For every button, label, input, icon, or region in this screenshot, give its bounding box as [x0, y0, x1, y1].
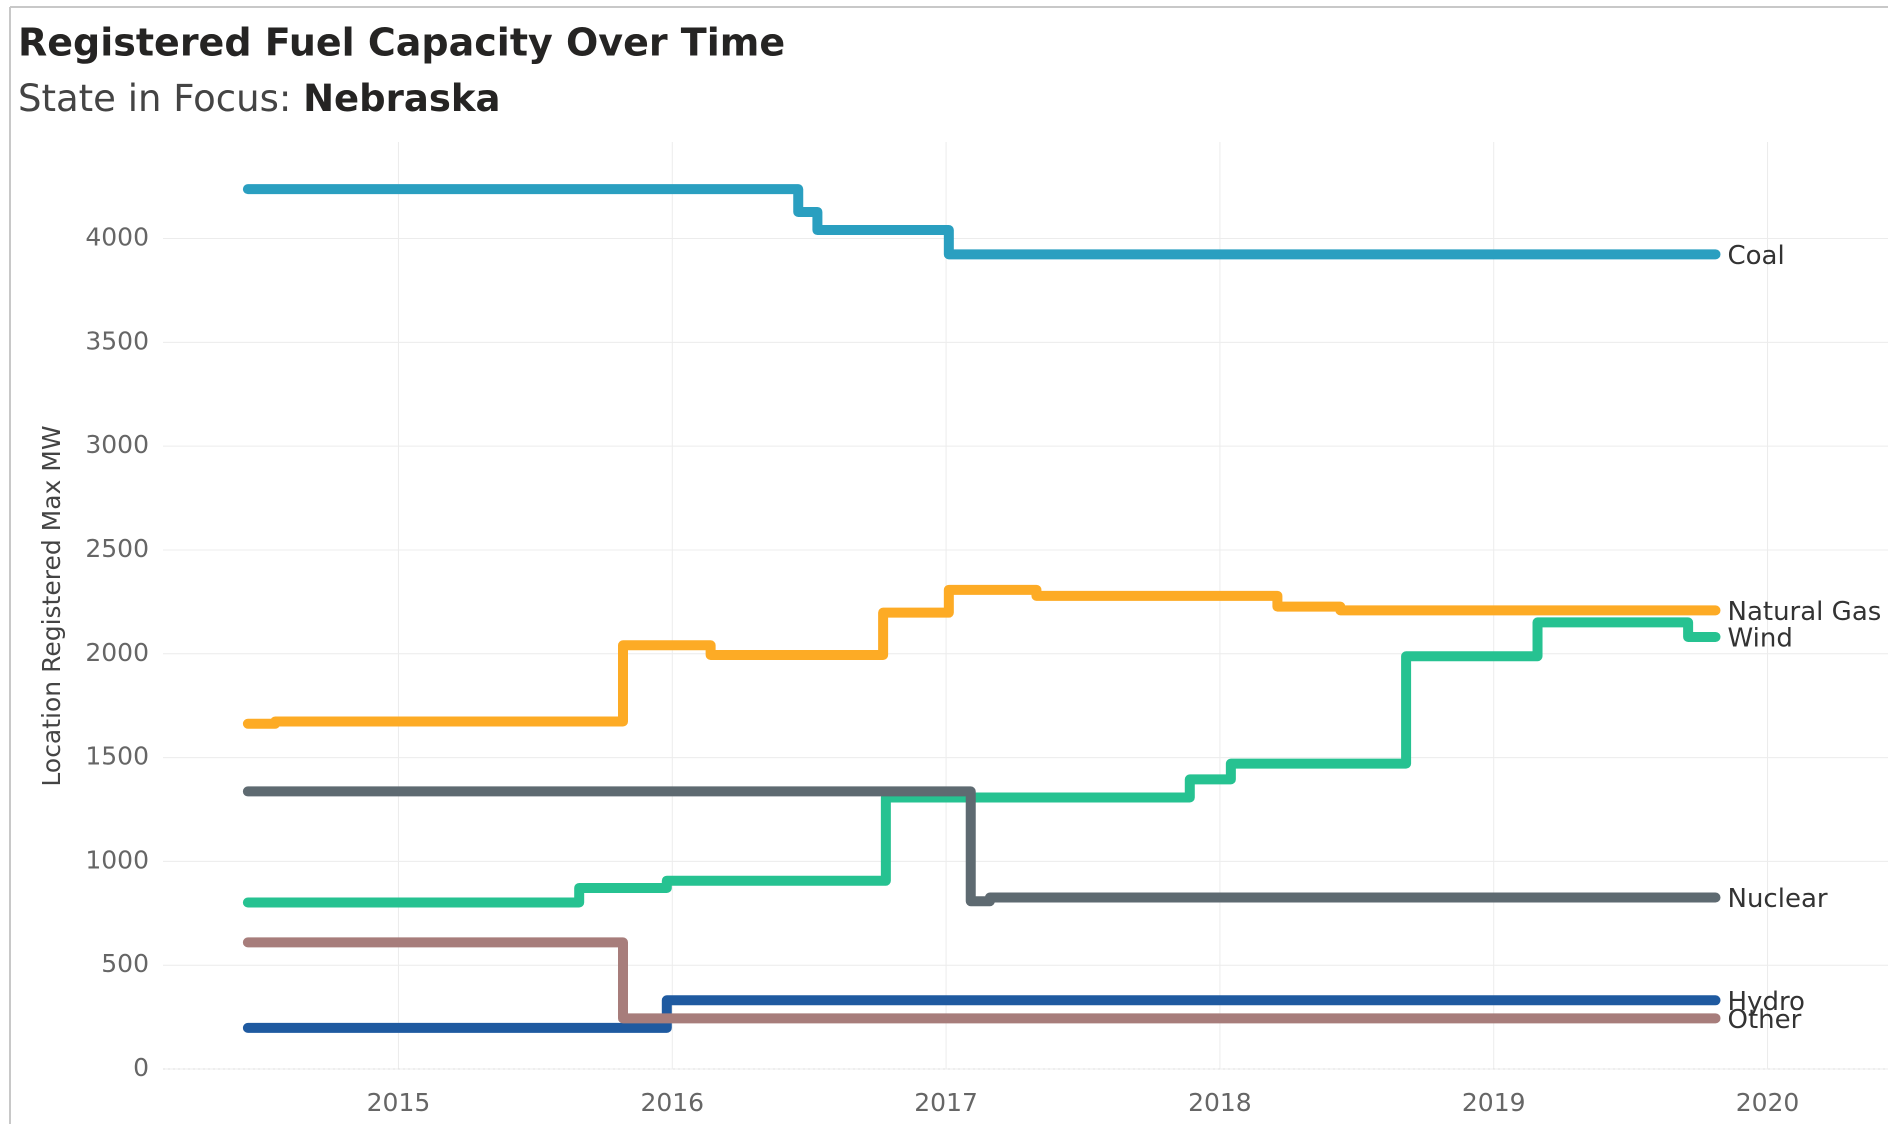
- series-end-label: Wind: [1728, 623, 1793, 653]
- chart-title: Registered Fuel Capacity Over Time: [18, 21, 785, 65]
- series-line: [242, 786, 1721, 907]
- series-line: [242, 937, 1721, 1024]
- y-axis-label: Location Registered Max MW: [37, 425, 66, 786]
- y-tick-label: 3000: [85, 430, 149, 459]
- x-tick-label: 2016: [640, 1088, 704, 1117]
- x-tick-label: 2015: [367, 1088, 431, 1117]
- x-tick-label: 2017: [914, 1088, 978, 1117]
- y-tick-label: 1500: [85, 742, 149, 771]
- y-tick-label: 2000: [85, 638, 149, 667]
- y-tick-label: 4000: [85, 223, 149, 252]
- series-end-label: Nuclear: [1728, 884, 1828, 914]
- series-line: [242, 184, 1721, 260]
- x-tick-label: 2018: [1188, 1088, 1252, 1117]
- subtitle-state: Nebraska: [303, 77, 500, 120]
- subtitle-prefix: State in Focus:: [18, 77, 303, 120]
- series-end-label: Hydro: [1728, 987, 1805, 1017]
- series-end-label: Coal: [1728, 241, 1785, 271]
- series-end-label: Other: [1728, 1005, 1802, 1035]
- y-tick-label: 500: [101, 949, 149, 978]
- y-tick-label: 3500: [85, 326, 149, 355]
- series-end-label: Natural Gas: [1728, 597, 1882, 627]
- y-tick-label: 1000: [85, 845, 149, 874]
- x-tick-label: 2019: [1462, 1088, 1526, 1117]
- x-tick-label: 2020: [1736, 1088, 1800, 1117]
- chart-subtitle: State in Focus: Nebraska: [18, 77, 500, 120]
- series-line: [242, 584, 1721, 729]
- series-line: [242, 617, 1721, 908]
- y-tick-label: 2500: [85, 534, 149, 563]
- y-tick-label: 0: [133, 1053, 149, 1082]
